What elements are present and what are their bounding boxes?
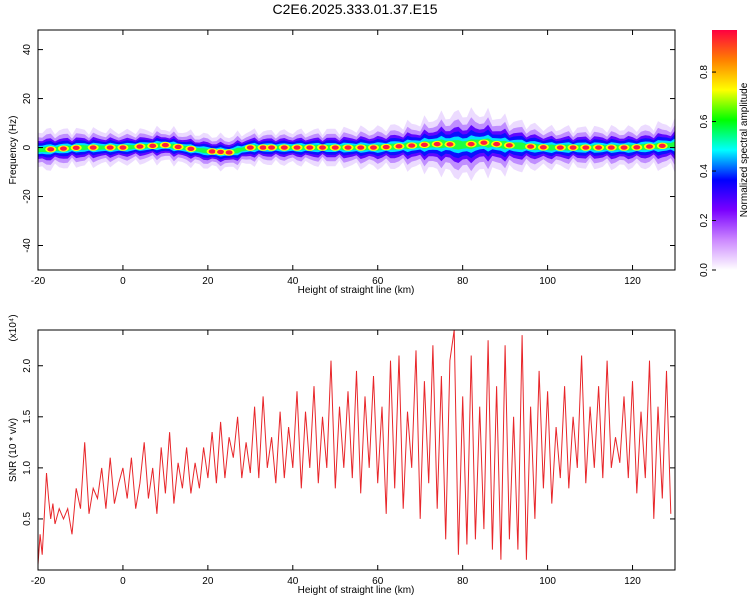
spectrogram-x-ticks: -20 0 20 40 60 80 100 120: [31, 30, 641, 287]
x-tick-label: 60: [372, 576, 384, 587]
band-peak-red: [344, 145, 352, 150]
band-peak-red: [187, 146, 195, 151]
band-peak-red: [569, 145, 577, 150]
spectrogram-y-axis-label: Frequency (Hz): [8, 116, 19, 185]
band-peak-red: [446, 142, 454, 147]
band-peak-red: [539, 145, 547, 150]
snr-y-multiplier: (x10⁴): [8, 314, 19, 341]
y-tick-label: -20: [22, 189, 33, 204]
colorbar-ticks: 0.0 0.2 0.4 0.6 0.8: [699, 65, 716, 277]
y-tick-label: 40: [22, 44, 33, 56]
band-peak-red: [595, 145, 603, 150]
band-peak-red: [433, 141, 441, 147]
band-peak-red: [646, 144, 654, 149]
snr-y-ticks: 0.5 1.0 1.5 2.0: [22, 358, 675, 526]
band-peak-red: [369, 145, 377, 150]
y-tick-label: 2.0: [22, 358, 33, 372]
band-peak-red: [420, 142, 428, 148]
y-tick-label: 20: [22, 93, 33, 105]
band-peak-red: [620, 145, 628, 150]
band-peak-red: [293, 145, 301, 150]
band-peak-red: [259, 145, 267, 150]
y-tick-label: 1.0: [22, 460, 33, 474]
band-peak-red: [72, 145, 80, 150]
snr-panel: -20 0 20 40 60 80 100 120 0.5 1.0 1.5 2.0 Height o…: [8, 314, 676, 596]
spectrogram-frame: [37, 29, 676, 271]
band-peak-red: [106, 145, 114, 150]
band-peak-red: [658, 143, 666, 149]
band-peak-red: [467, 141, 475, 147]
band-peak-red: [306, 145, 314, 150]
x-tick-label: 80: [457, 276, 469, 287]
band-peak-red: [357, 145, 365, 150]
band-peak-red: [59, 146, 67, 151]
y-tick-label: 0: [22, 144, 33, 150]
band-peak-red: [208, 149, 216, 154]
x-tick-label: -20: [31, 576, 46, 587]
colorbar-tick-label: 0.6: [699, 114, 710, 128]
band-peak-red: [119, 145, 127, 150]
colorbar-gradient: [712, 30, 737, 270]
x-tick-label: 100: [539, 276, 556, 287]
x-tick-label: -20: [31, 276, 46, 287]
spectrogram-panel: -20 0 20 40 60 80 100 120 -40 -20 0 20 40 Height of…: [8, 29, 676, 296]
band-peak-red: [319, 145, 327, 150]
snr-y-axis-label: SNR (10 * v/v): [8, 418, 19, 482]
band-peak-red: [149, 143, 157, 149]
x-tick-label: 120: [624, 576, 641, 587]
band-peak-red: [493, 141, 501, 147]
figure-title: C2E6.2025.333.01.37.E15: [272, 1, 437, 17]
x-tick-label: 20: [202, 576, 214, 587]
band-peak-red: [89, 145, 97, 150]
colorbar: 0.0 0.2 0.4 0.6 0.8 Normalized spectral ampl…: [699, 30, 750, 277]
snr-frame: [37, 329, 676, 571]
band-peak-red: [161, 142, 169, 148]
colorbar-tick-label: 0.0: [699, 263, 710, 277]
band-peak-red: [505, 143, 513, 148]
band-peak-red: [136, 144, 144, 149]
band-peak-red: [607, 145, 615, 150]
band-peak-red: [225, 150, 233, 155]
colorbar-tick-label: 0.2: [699, 213, 710, 227]
y-tick-label: -40: [22, 238, 33, 253]
band-peak-red: [174, 144, 182, 150]
snr-x-ticks: -20 0 20 40 60 80 100 120: [31, 330, 641, 587]
x-tick-label: 0: [120, 576, 126, 587]
band-peak-red: [246, 145, 254, 150]
band-peak-red: [268, 145, 276, 150]
snr-series-line: [37, 329, 672, 565]
x-tick-label: 60: [372, 276, 384, 287]
band-peak-red: [556, 145, 564, 150]
band-peak-red: [480, 140, 488, 145]
snr-x-axis-label: Height of straight line (km): [298, 585, 415, 596]
band-peak-red: [47, 147, 55, 152]
colorbar-label: Normalized spectral amplitude: [739, 82, 750, 217]
colorbar-tick-label: 0.4: [699, 164, 710, 178]
y-tick-label: 1.5: [22, 409, 33, 423]
x-tick-label: 20: [202, 276, 214, 287]
x-tick-label: 0: [120, 276, 126, 287]
snr-plot-area: [38, 330, 675, 570]
band-peak-red: [217, 149, 225, 155]
band-peak-red: [408, 143, 416, 148]
spectrogram-band: [38, 107, 675, 181]
band-peak-red: [582, 145, 590, 150]
spectrogram-x-axis-label: Height of straight line (km): [298, 285, 415, 296]
x-tick-label: 100: [539, 576, 556, 587]
y-tick-label: 0.5: [22, 512, 33, 526]
band-peak-red: [331, 145, 339, 150]
band-peak-red: [280, 145, 288, 150]
band-peak-red: [395, 144, 403, 149]
band-peak-red: [382, 144, 390, 150]
band-peak-red: [527, 144, 535, 149]
x-tick-label: 80: [457, 576, 469, 587]
colorbar-tick-label: 0.8: [699, 65, 710, 79]
spectrogram-y-ticks: -40 -20 0 20 40: [22, 44, 675, 253]
x-tick-label: 40: [287, 576, 299, 587]
x-tick-label: 120: [624, 276, 641, 287]
x-tick-label: 40: [287, 276, 299, 287]
band-peak-red: [633, 145, 641, 150]
